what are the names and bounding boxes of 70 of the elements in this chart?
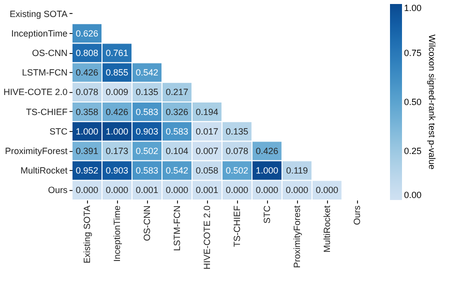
x-tick-label: HIVE-COTE 2.0	[202, 206, 212, 270]
data-label: 0.426	[76, 68, 98, 78]
y-tick-label: LSTM-FCN	[22, 68, 68, 78]
color-bar-label: 0.75	[404, 48, 422, 58]
data-label: 0.903	[106, 166, 128, 176]
data-label: 0.001	[196, 185, 218, 196]
color-bar-label: 0.50	[404, 97, 422, 107]
data-label: 0.426	[256, 146, 278, 156]
data-label: 1.000	[256, 166, 278, 176]
x-tick-label: STC	[262, 205, 272, 224]
x-tick-label: Ours	[352, 205, 362, 226]
color-bar-label: 1.00	[404, 3, 422, 13]
data-label: 0.583	[166, 126, 188, 136]
data-label: 0.761	[106, 48, 128, 58]
data-label: 0.426	[106, 106, 128, 117]
data-label: 0.009	[106, 87, 128, 98]
data-label: 0.000	[226, 185, 248, 196]
data-label: 0.000	[106, 185, 128, 196]
data-label: 0.502	[136, 146, 158, 156]
color-bar-title: Wilcoxon signed-rank test p-value	[427, 34, 437, 170]
color-bar-label: 0.00	[404, 190, 422, 200]
data-label: 0.078	[76, 87, 98, 98]
data-label: 0.583	[136, 106, 158, 117]
x-tick-label: InceptionTime	[112, 206, 122, 262]
y-tick-label: InceptionTime	[11, 28, 68, 38]
data-label: 0.104	[166, 146, 188, 156]
data-label: 0.017	[196, 126, 218, 136]
data-label: 0.952	[76, 166, 98, 176]
data-label: 0.007	[196, 146, 218, 156]
data-label: 0.000	[76, 185, 98, 196]
data-label: 0.626	[76, 28, 98, 38]
data-label: 0.000	[256, 185, 278, 196]
y-tick-label: STC	[50, 126, 68, 136]
data-label: 0.542	[136, 68, 158, 78]
x-tick-label: ProximityForest	[292, 205, 302, 268]
data-label: 0.001	[136, 185, 158, 196]
data-label: 0.058	[196, 166, 218, 176]
x-tick-label: LSTM-FCN	[172, 206, 182, 251]
data-label: 0.217	[166, 87, 188, 98]
color-bar-label: 0.25	[404, 146, 422, 156]
data-label: 0.583	[136, 166, 158, 176]
data-label: 0.135	[226, 126, 248, 136]
data-label: 0.808	[76, 48, 98, 58]
y-tick-label: Existing SOTA	[10, 8, 68, 19]
data-label: 1.000	[76, 126, 98, 136]
y-tick-label: Ours	[48, 185, 68, 196]
data-label: 0.502	[226, 166, 248, 176]
y-tick-label: HIVE-COTE 2.0	[3, 87, 68, 98]
y-tick-label: ProximityForest	[4, 146, 68, 156]
data-label: 0.000	[286, 185, 308, 196]
data-label: 0.542	[166, 166, 188, 176]
data-label: 0.119	[286, 166, 308, 176]
x-tick-label: MultiRocket	[322, 205, 332, 253]
y-tick-label: MultiRocket	[20, 166, 68, 176]
data-label: 0.078	[226, 146, 248, 156]
y-tick-label: TS-CHIEF	[26, 106, 68, 117]
data-label: 1.000	[106, 126, 128, 136]
data-label: 0.358	[76, 106, 98, 117]
y-tick-label: OS-CNN	[32, 48, 68, 58]
data-label: 0.391	[76, 146, 98, 156]
data-label: 0.135	[136, 87, 158, 98]
x-tick-label: OS-CNN	[142, 206, 152, 241]
data-label: 0.855	[106, 68, 128, 78]
x-tick-label: TS-CHIEF	[232, 205, 242, 247]
data-label: 0.194	[196, 106, 218, 117]
data-label: 0.903	[136, 126, 158, 136]
data-label: 0.173	[106, 146, 128, 156]
data-label: 0.326	[166, 106, 188, 117]
data-label: 0.000	[316, 185, 338, 196]
data-label: 0.000	[166, 185, 188, 196]
